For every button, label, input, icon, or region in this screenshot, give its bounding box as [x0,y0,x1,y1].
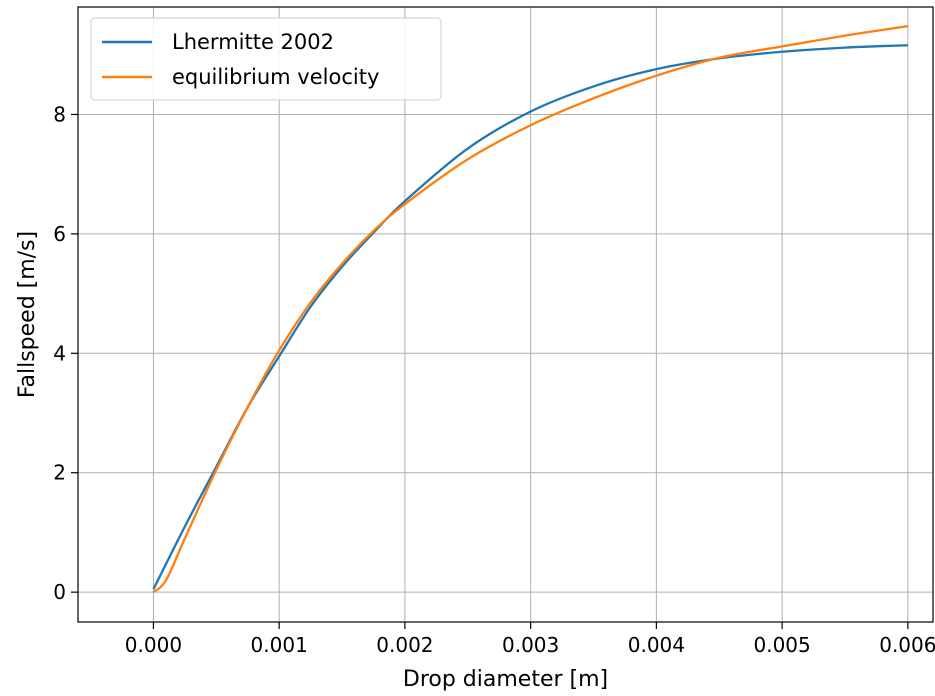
legend-box [90,17,442,101]
y-tick-label: 6 [53,222,66,246]
legend-label-equilibrium: equilibrium velocity [172,65,379,89]
legend-label-lhermitte: Lhermitte 2002 [172,30,334,54]
series-line-1 [152,24,909,594]
y-tick-label: 0 [53,580,66,604]
x-tick-label: 0.004 [628,633,685,657]
x-axis-label: Drop diameter [m] [403,667,608,692]
series-layer [152,24,909,594]
y-axis-label: Fallspeed [m/s] [15,231,40,398]
tick-labels: 0.000 0.001 0.002 0.003 0.004 0.005 0.006 0 2 4 6 8 [53,102,935,657]
x-tick-label: 0.001 [251,633,308,657]
plot-area-frame [77,6,934,623]
y-tick-label: 2 [53,461,66,485]
x-tick-label: 0.006 [879,633,935,657]
x-tick-label: 0.000 [125,633,182,657]
y-tick-label: 8 [53,102,66,126]
legend: Lhermitte 2002 equilibrium velocity [90,17,442,101]
grid [78,7,933,622]
y-tick-label: 4 [53,341,66,365]
ticks [71,113,909,629]
x-tick-label: 0.003 [502,633,559,657]
x-tick-label: 0.002 [376,633,433,657]
x-tick-label: 0.005 [753,633,810,657]
